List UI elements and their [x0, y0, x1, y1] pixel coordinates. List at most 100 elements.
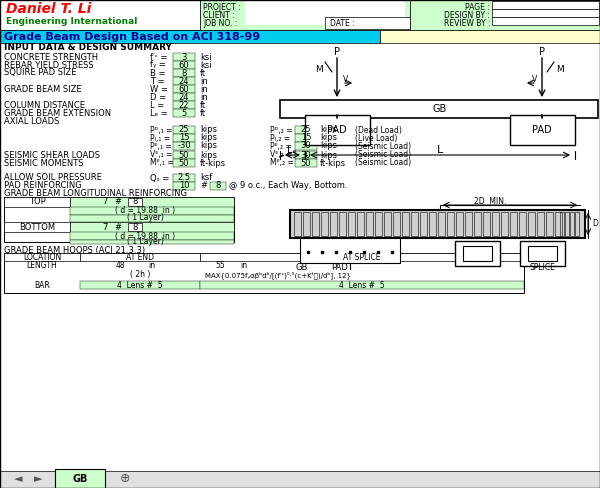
Text: Pᴰ,₂ =: Pᴰ,₂ =	[270, 125, 293, 135]
Bar	[70, 215, 234, 222]
Text: ft: ft	[200, 108, 206, 118]
Bar	[128, 198, 142, 206]
Bar	[295, 159, 317, 167]
Bar	[528, 246, 557, 261]
Bar	[295, 151, 317, 159]
Bar	[366, 212, 373, 236]
Bar	[375, 212, 382, 236]
Bar	[280, 100, 598, 118]
Bar	[4, 222, 70, 232]
Text: AT END: AT END	[126, 252, 154, 262]
Bar	[537, 212, 544, 236]
Text: INPUT DATA & DESIGN SUMMARY: INPUT DATA & DESIGN SUMMARY	[4, 43, 172, 53]
Bar	[330, 212, 337, 236]
Text: kips: kips	[320, 150, 337, 160]
Text: (Live Load): (Live Load)	[355, 134, 397, 142]
Text: ksf: ksf	[200, 174, 212, 183]
Text: D =: D =	[150, 93, 166, 102]
Bar	[173, 109, 195, 117]
Bar	[348, 212, 355, 236]
Text: AT SPLICE: AT SPLICE	[343, 252, 381, 262]
Text: CONCRETE STRENGTH: CONCRETE STRENGTH	[4, 53, 98, 61]
Bar	[173, 61, 195, 69]
Bar	[173, 93, 195, 101]
Text: (Seismic Load): (Seismic Load)	[355, 150, 411, 160]
Text: PAD: PAD	[532, 125, 552, 135]
Text: BAR: BAR	[34, 281, 50, 289]
Text: 3: 3	[181, 53, 187, 61]
Text: ft-kips: ft-kips	[320, 159, 346, 167]
Text: Pₗ,₁ =: Pₗ,₁ =	[150, 134, 170, 142]
Text: 50: 50	[179, 159, 189, 167]
Bar	[173, 126, 195, 134]
Bar	[173, 134, 195, 142]
Text: kips: kips	[200, 125, 217, 135]
Bar	[173, 142, 195, 150]
Bar	[402, 212, 409, 236]
Text: ALLOW SOIL PRESSURE: ALLOW SOIL PRESSURE	[4, 174, 102, 183]
Text: ( 2h ): ( 2h )	[130, 270, 150, 280]
Text: (Dead Load): (Dead Load)	[355, 125, 402, 135]
Text: in: in	[200, 84, 208, 94]
Text: ►: ►	[34, 474, 42, 484]
Bar	[384, 212, 391, 236]
Text: in: in	[148, 262, 155, 270]
Bar	[173, 53, 195, 61]
Text: ft-kips: ft-kips	[200, 159, 226, 167]
Bar	[80, 253, 200, 261]
Bar	[70, 240, 234, 244]
Text: DATE :: DATE :	[330, 19, 355, 27]
Text: Mᴱ,₁ =: Mᴱ,₁ =	[150, 159, 174, 167]
Text: in: in	[200, 93, 208, 102]
Text: CLIENT :: CLIENT :	[203, 11, 235, 20]
Bar	[173, 85, 195, 93]
Text: 24: 24	[179, 77, 189, 85]
Text: SEISMIC MOMENTS: SEISMIC MOMENTS	[4, 159, 83, 167]
Text: LENGTH: LENGTH	[26, 262, 58, 270]
Bar	[312, 212, 319, 236]
Bar	[357, 212, 364, 236]
Bar	[555, 212, 562, 236]
Text: 60: 60	[179, 84, 190, 94]
Text: 7: 7	[103, 198, 107, 206]
Text: ( d = 19.88  in ): ( d = 19.88 in )	[115, 206, 175, 216]
Text: kips: kips	[200, 134, 217, 142]
Bar	[438, 212, 445, 236]
Text: 2.5: 2.5	[178, 174, 191, 183]
Bar	[0, 0, 200, 30]
Bar	[501, 212, 508, 236]
Text: 50: 50	[301, 159, 311, 167]
Text: 4  Lens #  5: 4 Lens # 5	[117, 281, 163, 289]
Text: REBAR YIELD STRESS: REBAR YIELD STRESS	[4, 61, 94, 69]
Text: in: in	[240, 262, 247, 270]
Bar	[173, 151, 195, 159]
Bar	[173, 101, 195, 109]
Bar	[420, 212, 427, 236]
Text: kips: kips	[320, 142, 337, 150]
Bar	[546, 212, 553, 236]
Bar	[465, 212, 472, 236]
Text: #: #	[115, 223, 121, 231]
Bar	[70, 197, 234, 207]
Bar	[455, 241, 500, 266]
Text: GRADE BEAM EXTENSION: GRADE BEAM EXTENSION	[4, 108, 111, 118]
Bar	[294, 212, 301, 236]
Text: GRADE BEAM LONGITUDINAL REINFORCING: GRADE BEAM LONGITUDINAL REINFORCING	[4, 189, 187, 199]
Bar	[173, 77, 195, 85]
Bar	[200, 0, 410, 30]
Bar	[447, 212, 454, 236]
Bar	[128, 223, 142, 231]
Bar	[305, 115, 370, 145]
Text: Lₑ: Lₑ	[287, 145, 297, 155]
Bar	[456, 212, 463, 236]
Bar	[575, 212, 579, 236]
Text: Vᴱ,₂ =: Vᴱ,₂ =	[270, 150, 293, 160]
Text: W =: W =	[150, 84, 168, 94]
Text: PAGE :: PAGE :	[465, 2, 490, 12]
Text: B =: B =	[150, 68, 166, 78]
Bar	[4, 253, 80, 261]
Bar	[510, 115, 575, 145]
Text: -30: -30	[177, 142, 191, 150]
Text: kips: kips	[320, 125, 337, 135]
Text: Pᴱ,₁ =: Pᴱ,₁ =	[150, 142, 172, 150]
